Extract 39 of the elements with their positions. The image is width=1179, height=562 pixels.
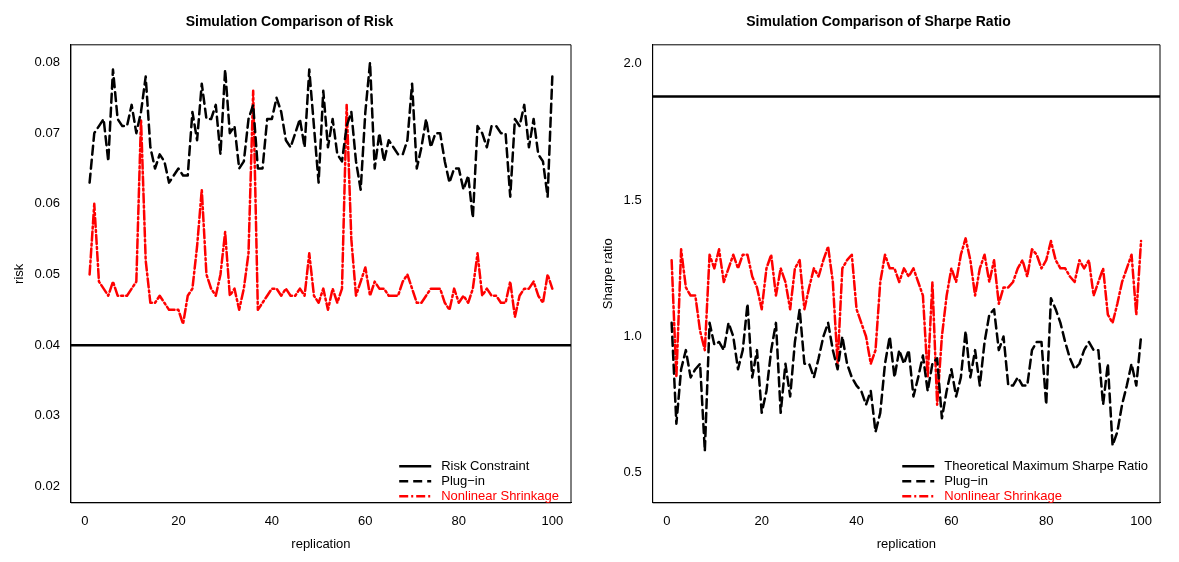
y-tick-label: 0.06 xyxy=(34,195,60,211)
y-tick-label: 0.07 xyxy=(34,124,60,140)
line-series xyxy=(670,297,1143,453)
x-axis-title: replication xyxy=(876,535,936,551)
x-tick-label: 0 xyxy=(663,513,671,529)
line-series xyxy=(670,237,1143,406)
x-tick-label: 40 xyxy=(264,513,280,529)
x-tick-label: 40 xyxy=(849,513,864,529)
y-tick-label: 2.0 xyxy=(623,55,642,71)
chart-title: Simulation Comparison of Risk xyxy=(185,13,394,30)
x-tick-label: 60 xyxy=(944,513,959,529)
y-axis-title: risk xyxy=(11,263,27,284)
y-tick-label: 1.0 xyxy=(623,328,642,344)
x-tick-label: 100 xyxy=(1130,513,1152,529)
x-axis-title: replication xyxy=(291,535,351,551)
x-tick-label: 20 xyxy=(171,513,186,529)
y-tick-label: 1.5 xyxy=(623,191,642,207)
legend-label: Plug−in xyxy=(944,472,988,488)
y-tick-label: 0.5 xyxy=(623,464,642,480)
line-series xyxy=(88,61,554,220)
y-tick-label: 0.04 xyxy=(34,336,60,352)
legend-label: Risk Constraint xyxy=(441,457,530,473)
x-tick-label: 20 xyxy=(754,513,769,529)
y-tick-label: 0.08 xyxy=(34,54,60,70)
y-axis-title: Sharpe ratio xyxy=(600,238,616,310)
line-series xyxy=(88,89,554,326)
x-tick-label: 100 xyxy=(541,513,564,529)
y-tick-label: 0.02 xyxy=(34,478,60,494)
y-tick-label: 0.03 xyxy=(34,407,60,423)
legend-label: Theoretical Maximum Sharpe Ratio xyxy=(944,457,1148,473)
x-tick-label: 60 xyxy=(358,513,373,529)
y-tick-label: 0.05 xyxy=(34,266,60,282)
chart-title: Simulation Comparison of Sharpe Ratio xyxy=(746,13,1011,30)
legend-label: Plug−in xyxy=(441,472,485,488)
x-tick-label: 80 xyxy=(451,513,467,529)
x-tick-label: 80 xyxy=(1038,513,1054,529)
legend-label: Nonlinear Shrinkage xyxy=(441,487,559,503)
legend-label: Nonlinear Shrinkage xyxy=(944,487,1063,503)
x-tick-label: 0 xyxy=(81,513,89,529)
